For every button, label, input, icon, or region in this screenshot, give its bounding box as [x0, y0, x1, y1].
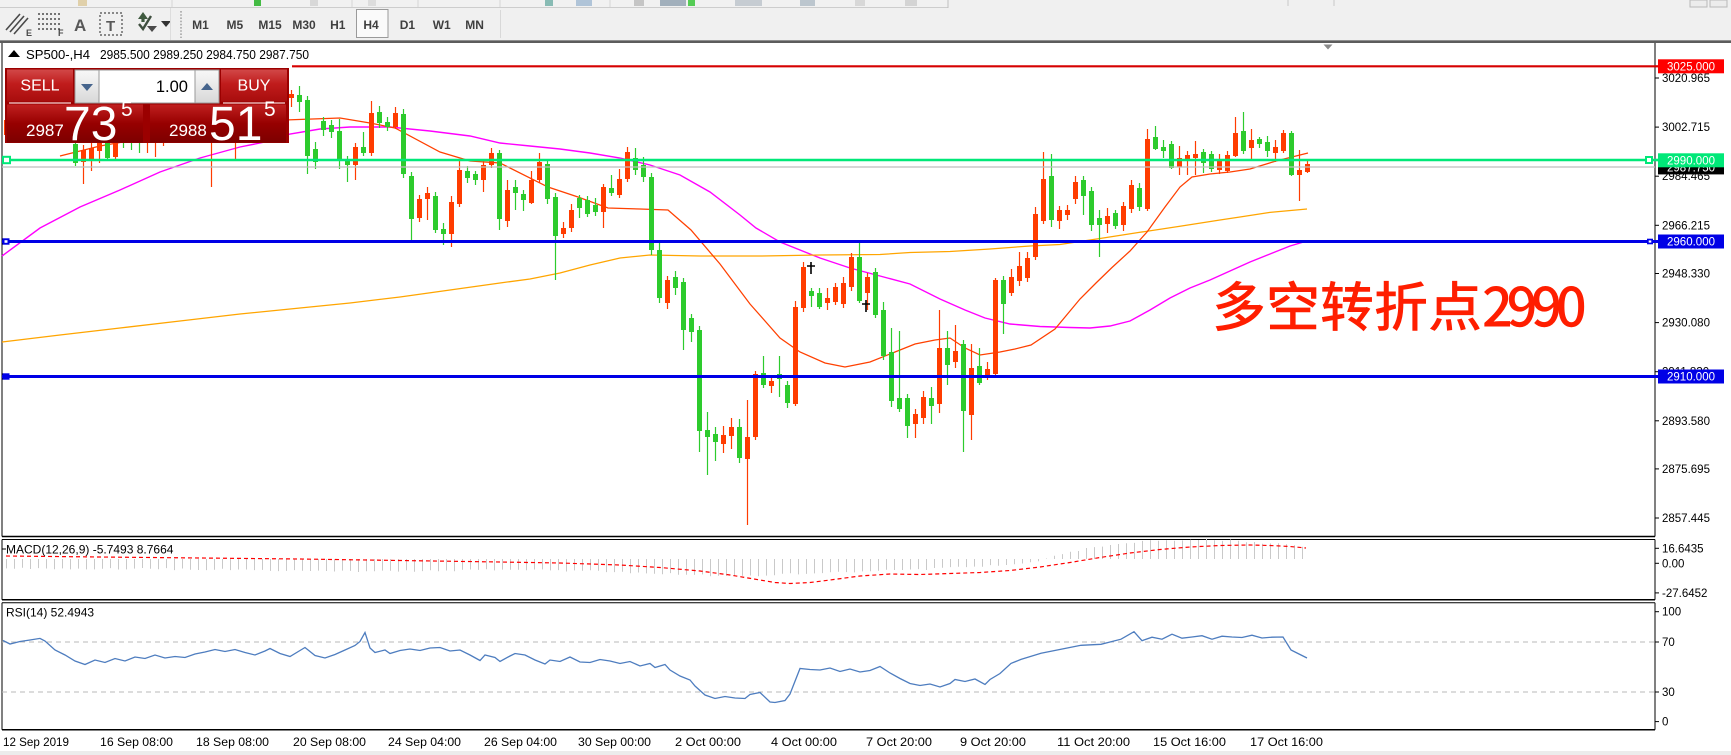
svg-text:H1: H1	[330, 18, 346, 32]
svg-text:M15: M15	[258, 18, 282, 32]
svg-text:26 Sep 04:00: 26 Sep 04:00	[484, 737, 557, 749]
svg-text:M1: M1	[192, 18, 209, 32]
svg-text:W1: W1	[433, 18, 451, 32]
svg-text:16 Sep 08:00: 16 Sep 08:00	[100, 737, 173, 749]
svg-text:D1: D1	[400, 18, 416, 32]
svg-text:E: E	[26, 28, 32, 38]
svg-text:T: T	[106, 18, 115, 35]
svg-text:5: 5	[264, 98, 276, 121]
svg-text:18 Sep 08:00: 18 Sep 08:00	[196, 737, 269, 749]
svg-text:70: 70	[1662, 637, 1675, 649]
svg-text:7 Oct 20:00: 7 Oct 20:00	[866, 737, 932, 749]
svg-text:12 Sep 2019: 12 Sep 2019	[3, 737, 69, 749]
svg-text:2948.330: 2948.330	[1662, 269, 1710, 281]
svg-text:30 Sep 00:00: 30 Sep 00:00	[578, 737, 651, 749]
svg-text:2985.500 2989.250 2984.750 298: 2985.500 2989.250 2984.750 2987.750	[100, 47, 309, 62]
svg-text:2966.215: 2966.215	[1662, 220, 1710, 232]
svg-text:2875.695: 2875.695	[1662, 464, 1710, 476]
svg-text:M5: M5	[226, 18, 243, 32]
svg-text:M30: M30	[292, 18, 316, 32]
svg-text:SELL: SELL	[20, 78, 59, 95]
svg-text:3002.715: 3002.715	[1662, 122, 1710, 134]
svg-text:100: 100	[1662, 607, 1681, 619]
svg-text:2910.000: 2910.000	[1667, 372, 1715, 384]
svg-text:1.00: 1.00	[156, 78, 188, 96]
svg-text:4 Oct 00:00: 4 Oct 00:00	[771, 737, 837, 749]
svg-text:2857.445: 2857.445	[1662, 513, 1710, 525]
svg-text:20 Sep 08:00: 20 Sep 08:00	[293, 737, 366, 749]
svg-text:17 Oct 16:00: 17 Oct 16:00	[1250, 737, 1323, 749]
svg-text:2 Oct 00:00: 2 Oct 00:00	[675, 737, 741, 749]
svg-text:BUY: BUY	[238, 78, 271, 95]
svg-text:3020.965: 3020.965	[1662, 73, 1710, 85]
svg-text:A: A	[74, 16, 86, 35]
svg-text:5: 5	[121, 98, 133, 121]
svg-text:3025.000: 3025.000	[1667, 62, 1715, 74]
svg-text:15 Oct 16:00: 15 Oct 16:00	[1153, 737, 1226, 749]
svg-text:-27.6452: -27.6452	[1662, 588, 1707, 600]
svg-text:73: 73	[64, 98, 117, 151]
svg-text:2990.000: 2990.000	[1667, 156, 1715, 168]
svg-text:MACD(12,26,9) -5.7493 8.7664: MACD(12,26,9) -5.7493 8.7664	[6, 543, 174, 557]
svg-text:2960.000: 2960.000	[1667, 237, 1715, 249]
svg-text:0.00: 0.00	[1662, 558, 1684, 570]
svg-text:0: 0	[1662, 717, 1668, 729]
svg-text:2893.580: 2893.580	[1662, 416, 1710, 428]
svg-text:RSI(14) 52.4943: RSI(14) 52.4943	[6, 606, 94, 620]
svg-text:24 Sep 04:00: 24 Sep 04:00	[388, 737, 461, 749]
svg-text:30: 30	[1662, 687, 1675, 699]
svg-text:F: F	[58, 28, 64, 38]
svg-text:2988: 2988	[169, 121, 207, 140]
svg-text:11 Oct 20:00: 11 Oct 20:00	[1057, 737, 1130, 749]
svg-text:51: 51	[209, 98, 262, 151]
svg-text:2930.080: 2930.080	[1662, 318, 1710, 330]
svg-text:9 Oct 20:00: 9 Oct 20:00	[960, 737, 1026, 749]
svg-text:16.6435: 16.6435	[1662, 543, 1704, 555]
svg-text:H4: H4	[363, 18, 379, 32]
svg-text:2987: 2987	[26, 121, 64, 140]
svg-text:SP500-,H4: SP500-,H4	[26, 47, 90, 62]
svg-text:MN: MN	[465, 18, 484, 32]
